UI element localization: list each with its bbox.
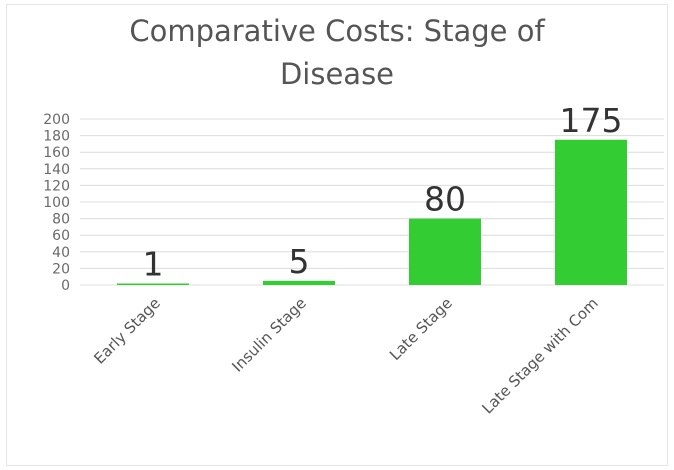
x-axis-categories: Early Stage Insulin Stage Late Stage Late S… bbox=[90, 294, 602, 417]
y-tick-label: 40 bbox=[52, 245, 70, 261]
chart-title-line-2: Disease bbox=[279, 57, 395, 91]
y-tick-label: 80 bbox=[52, 212, 70, 228]
x-category-label: Insulin Stage bbox=[228, 294, 309, 375]
y-tick-label: 160 bbox=[43, 145, 70, 161]
data-label: 80 bbox=[424, 180, 466, 219]
y-tick-label: 0 bbox=[61, 278, 70, 294]
bar bbox=[409, 218, 481, 285]
x-category-label: Late Stage with Com bbox=[479, 294, 602, 417]
chart-title-line-1: Comparative Costs: Stage of bbox=[129, 14, 545, 48]
y-tick-label: 120 bbox=[43, 178, 70, 194]
data-label: 5 bbox=[289, 242, 310, 281]
y-tick-label: 140 bbox=[43, 162, 70, 178]
data-labels: 1 5 80 175 bbox=[143, 101, 623, 284]
y-tick-label: 100 bbox=[43, 195, 70, 211]
y-tick-label: 180 bbox=[43, 129, 70, 145]
y-tick-label: 60 bbox=[52, 228, 70, 244]
bar bbox=[117, 283, 189, 285]
chart-title: Comparative Costs: Stage of Disease bbox=[0, 10, 674, 96]
y-tick-label: 200 bbox=[43, 112, 70, 128]
x-category-label: Late Stage bbox=[386, 294, 456, 364]
data-label: 175 bbox=[560, 101, 623, 140]
x-category-label: Early Stage bbox=[90, 294, 164, 368]
bar bbox=[263, 280, 335, 285]
bar bbox=[555, 139, 627, 285]
bars bbox=[117, 139, 627, 285]
data-label: 1 bbox=[143, 245, 164, 284]
y-tick-label: 20 bbox=[52, 261, 70, 277]
